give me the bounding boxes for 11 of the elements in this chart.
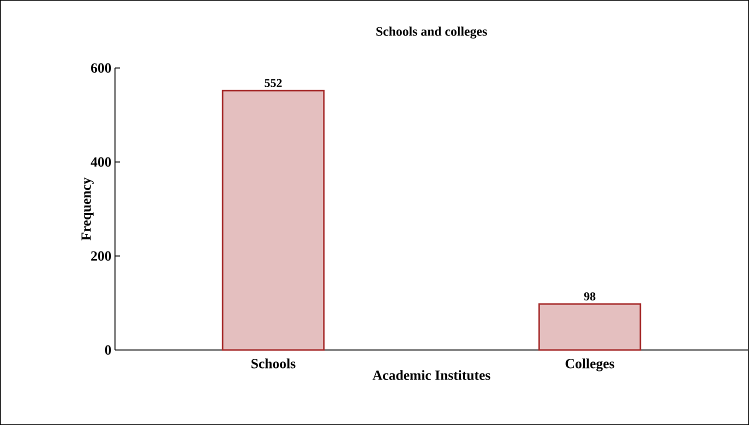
x-axis-title: Academic Institutes [372,370,490,380]
x-tick-label: Schools [252,358,296,368]
x-tick-label: Colleges [566,358,614,372]
y-tick-label: 200 [91,251,111,261]
y-tick-label: 600 [91,63,111,73]
y-axis-title: Frequency [82,177,94,240]
chart-title: Schools and colleges [376,26,487,39]
y-tick-label: 400 [90,157,111,167]
data-label: 98 [584,292,596,300]
y-tick-label: 0 [105,345,111,355]
data-label: 552 [264,79,282,88]
